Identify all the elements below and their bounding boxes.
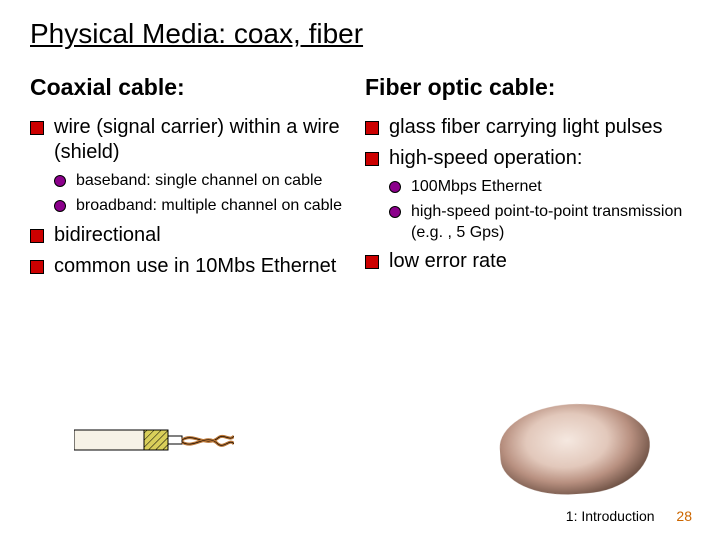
slide-footer: 1: Introduction 28: [566, 508, 692, 524]
list-item: high-speed operation: 100Mbps Ethernet h…: [365, 146, 690, 243]
sub-item: baseband: single channel on cable: [54, 171, 355, 192]
footer-section: 1: Introduction: [566, 508, 655, 524]
fiber-optic-image: [500, 404, 660, 504]
left-column: Coaxial cable: wire (signal carrier) wit…: [30, 74, 355, 285]
left-heading: Coaxial cable:: [30, 74, 355, 101]
columns: Coaxial cable: wire (signal carrier) wit…: [30, 74, 690, 285]
slide-title: Physical Media: coax, fiber: [30, 18, 690, 50]
list-item-text: high-speed operation:: [389, 147, 582, 169]
sub-item: high-speed point-to-point transmission (…: [389, 202, 690, 244]
sub-item: 100Mbps Ethernet: [389, 177, 690, 198]
coax-cable-image: [74, 418, 234, 462]
right-list: glass fiber carrying light pulses high-s…: [365, 115, 690, 274]
right-sublist: 100Mbps Ethernet high-speed point-to-poi…: [389, 177, 690, 243]
fiber-shape: [497, 399, 653, 499]
list-item: glass fiber carrying light pulses: [365, 115, 690, 140]
list-item: low error rate: [365, 249, 690, 274]
slide: Physical Media: coax, fiber Coaxial cabl…: [0, 0, 720, 540]
page-number: 28: [676, 508, 692, 524]
list-item: wire (signal carrier) within a wire (shi…: [30, 115, 355, 217]
left-sublist: baseband: single channel on cable broadb…: [54, 171, 355, 217]
list-item: common use in 10Mbs Ethernet: [30, 254, 355, 279]
right-heading: Fiber optic cable:: [365, 74, 690, 101]
list-item: bidirectional: [30, 223, 355, 248]
right-column: Fiber optic cable: glass fiber carrying …: [365, 74, 690, 285]
list-item-text: wire (signal carrier) within a wire (shi…: [54, 116, 340, 163]
left-list: wire (signal carrier) within a wire (shi…: [30, 115, 355, 279]
sub-item: broadband: multiple channel on cable: [54, 196, 355, 217]
